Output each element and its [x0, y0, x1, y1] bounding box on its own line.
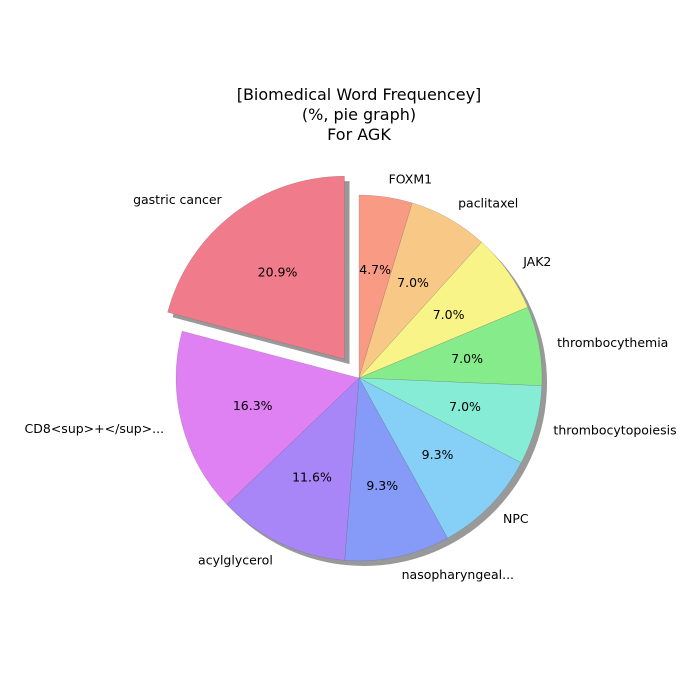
label-acylglycerol: acylglycerol — [198, 552, 273, 567]
slice-thrombocythemia — [358, 306, 543, 387]
slice-acylglycerol — [226, 377, 360, 561]
pct-label-npc: 9.3% — [422, 447, 454, 462]
label-paclitaxel: paclitaxel — [458, 195, 518, 210]
label-thrombocytopoiesis: thrombocytopoiesis — [553, 423, 676, 438]
label-nasopharyngeal: nasopharyngeal... — [402, 567, 514, 582]
label-jak2: JAK2 — [522, 254, 551, 269]
pct-label-thrombocytopoiesis: 7.0% — [449, 399, 481, 414]
slice-foxm1 — [358, 194, 413, 379]
chart-title-line-3: For AGK — [327, 125, 391, 144]
chart-title-line-2: (%, pie graph) — [302, 105, 416, 124]
slice-thrombocytopoiesis — [358, 377, 543, 464]
pct-label-nasopharyngeal: 9.3% — [366, 478, 398, 493]
label-cd8: CD8<sup>+</sup>... — [25, 421, 165, 436]
slice-labels: FOXM1 4.7% paclitaxel 7.0% JAK2 7.0% thrombocy… — [25, 171, 677, 582]
chart-title-line-1: [Biomedical Word Frequencey] — [237, 85, 482, 104]
pct-label-paclitaxel: 7.0% — [397, 275, 429, 290]
chart-title: [Biomedical Word Frequencey] (%, pie gra… — [237, 85, 482, 144]
slice-jak2 — [358, 241, 529, 379]
pct-label-thrombocythemia: 7.0% — [451, 351, 483, 366]
label-npc: NPC — [503, 511, 529, 526]
pct-label-acylglycerol: 11.6% — [292, 470, 332, 485]
label-gastric-cancer: gastric cancer — [133, 192, 222, 207]
pct-label-cd8: 16.3% — [233, 398, 273, 413]
slice-npc — [358, 377, 522, 539]
label-thrombocythemia: thrombocythemia — [557, 335, 668, 350]
slice-paclitaxel — [358, 202, 482, 379]
slice-gastric-cancer — [167, 175, 345, 360]
pct-label-jak2: 7.0% — [433, 307, 465, 322]
pct-label-gastric-cancer: 20.9% — [258, 265, 298, 280]
slice-nasopharyngeal — [344, 377, 448, 562]
slice-cd8 — [175, 330, 360, 505]
pct-label-foxm1: 4.7% — [359, 262, 391, 277]
label-foxm1: FOXM1 — [389, 171, 433, 186]
pie-slices — [167, 175, 543, 562]
